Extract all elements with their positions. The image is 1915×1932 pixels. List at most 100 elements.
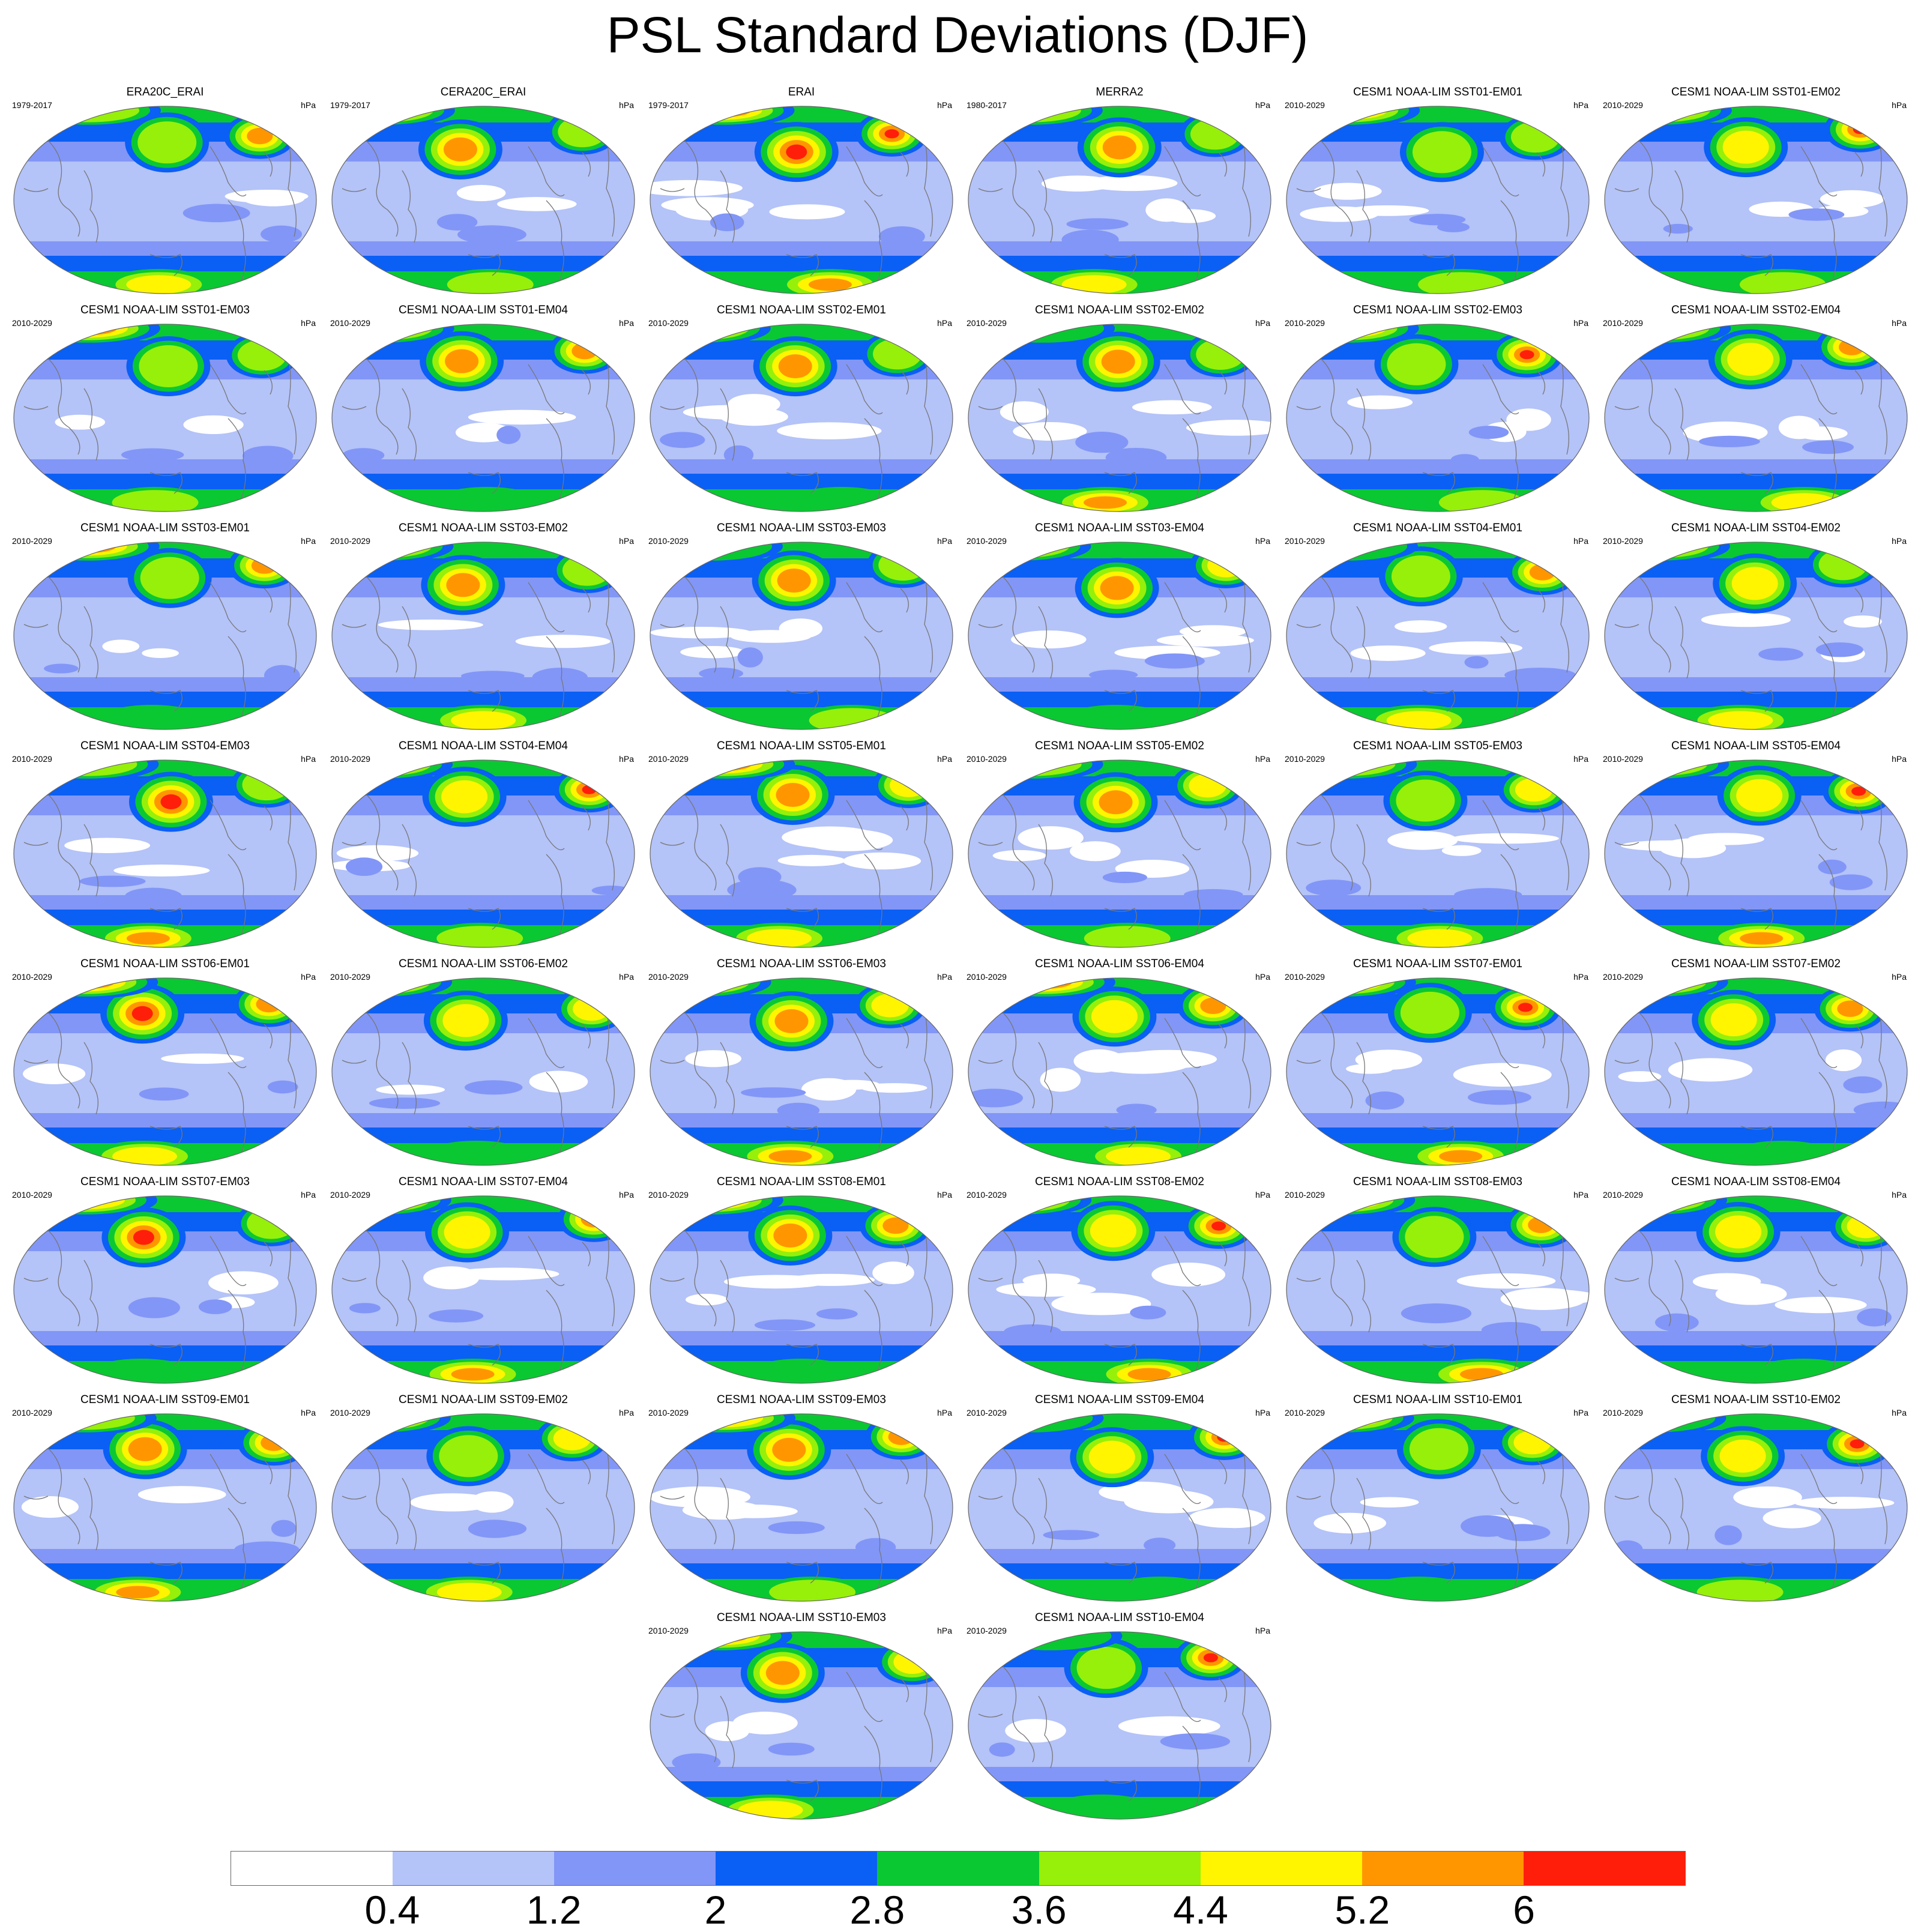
panel-units: hPa <box>1255 318 1270 328</box>
panel-period: 2010-2029 <box>1285 754 1325 764</box>
map-plot <box>1604 977 1908 1166</box>
field-patch-mid <box>1365 1091 1405 1110</box>
map-plot <box>1286 1413 1590 1602</box>
map-panel: CESM1 NOAA-LIM SST08-EM02 2010-2029 hPa <box>961 1176 1279 1387</box>
field-patch-low <box>1163 209 1216 223</box>
southern-ocean-variability-center <box>112 1147 178 1165</box>
panel-units: hPa <box>1892 1190 1907 1200</box>
field-patch-mid <box>457 225 526 244</box>
field-patch-mid <box>121 448 184 462</box>
field-band-north-high <box>332 542 635 558</box>
atlantic-variability-center <box>1837 1000 1863 1017</box>
atlantic-variability-center <box>1847 121 1874 138</box>
field-patch-low <box>801 829 893 851</box>
map-boundary <box>1286 106 1590 294</box>
southern-ocean-variability-center <box>747 929 812 947</box>
map-plot <box>968 1413 1271 1602</box>
panel-units: hPa <box>1892 318 1907 328</box>
colorbar-tick-label: 1.2 <box>526 1888 582 1932</box>
field-patch-mid <box>460 671 525 681</box>
field-patch-low <box>1010 630 1087 649</box>
panel-period: 2010-2029 <box>967 972 1007 982</box>
arctic-variability-band <box>1025 978 1061 986</box>
field-patch-mid <box>342 448 385 463</box>
map-panel: CESM1 NOAA-LIM SST08-EM03 2010-2029 hPa <box>1279 1176 1597 1387</box>
panel-units: hPa <box>1573 318 1588 328</box>
pacific-variability-center <box>1412 131 1471 174</box>
panel-period: 2010-2029 <box>967 1190 1007 1200</box>
field-patch-low <box>1387 831 1458 850</box>
field-patch-mid <box>737 647 763 668</box>
field-patch-low <box>1000 401 1049 423</box>
field-patch-low <box>241 190 305 207</box>
field-patch-low <box>515 635 611 648</box>
map-plot <box>331 542 635 730</box>
panel-title: CESM1 NOAA-LIM SST07-EM04 <box>399 1176 568 1188</box>
southern-ocean-variability-center <box>126 275 192 294</box>
panel-units: hPa <box>937 100 952 110</box>
colorbar-swatch <box>1362 1852 1524 1885</box>
southern-ocean-variability-center <box>738 1801 803 1819</box>
field-patch-low <box>208 1271 279 1294</box>
field-band-north-high <box>1605 1414 1907 1430</box>
field-patch-low <box>1687 833 1764 845</box>
panel-units: hPa <box>1255 1626 1270 1635</box>
pacific-variability-center <box>140 557 199 599</box>
southern-ocean-variability-center <box>1106 1147 1171 1165</box>
field-patch-mid <box>768 1521 825 1535</box>
panel-title: CESM1 NOAA-LIM SST03-EM03 <box>717 522 886 534</box>
panel-units: hPa <box>301 1408 316 1417</box>
field-patch-low <box>786 1273 875 1286</box>
field-patch-mid <box>710 213 744 232</box>
map-plot <box>331 759 635 948</box>
southern-ocean-variability-center <box>126 932 170 945</box>
pacific-variability-center <box>439 1435 498 1478</box>
atlantic-variability-center <box>1841 117 1879 142</box>
map-plot <box>331 106 635 294</box>
panel-title: CESM1 NOAA-LIM SST10-EM01 <box>1353 1393 1522 1406</box>
panel-title: CESM1 NOAA-LIM SST01-EM01 <box>1353 86 1522 98</box>
arctic-variability-band <box>1615 1196 1695 1210</box>
field-patch-mid <box>1464 656 1489 669</box>
field-patch-low <box>661 197 754 213</box>
pacific-variability-center <box>128 1437 162 1461</box>
map-panel: CESM1 NOAA-LIM SST09-EM04 2010-2029 hPa <box>961 1393 1279 1605</box>
field-patch-mid <box>1066 218 1129 230</box>
atlantic-variability-center <box>562 555 612 586</box>
map-plot <box>650 759 953 948</box>
panel-units: hPa <box>937 972 952 982</box>
field-patch-low <box>777 422 882 439</box>
map-plot <box>331 1413 635 1602</box>
panel-title: ERAI <box>788 86 815 98</box>
map-boundary <box>13 106 317 294</box>
panel-units: hPa <box>619 1190 634 1200</box>
map-boundary <box>13 759 317 948</box>
field-patch-mid <box>128 1297 180 1318</box>
field-patch-low <box>1018 826 1084 850</box>
southern-ocean-variability-center <box>451 1368 495 1381</box>
map-boundary <box>331 1195 635 1384</box>
atlantic-variability-center <box>871 993 909 1018</box>
field-band-north-high <box>968 542 1271 558</box>
panel-period: 2010-2029 <box>967 754 1007 764</box>
field-patch-mid <box>242 445 294 466</box>
panel-period: 1979-2017 <box>648 100 689 110</box>
panel-period: 2010-2029 <box>1603 972 1643 982</box>
field-patch-mid <box>349 1303 381 1314</box>
field-patch-low <box>1441 845 1482 856</box>
panel-title: CESM1 NOAA-LIM SST05-EM04 <box>1671 740 1841 752</box>
map-plot <box>13 1195 317 1384</box>
panel-units: hPa <box>1255 972 1270 982</box>
atlantic-variability-center <box>1519 350 1534 360</box>
map-boundary <box>968 1631 1271 1820</box>
map-boundary <box>650 542 953 730</box>
panel-units: hPa <box>619 972 634 982</box>
southern-ocean-variability-center <box>1084 496 1127 509</box>
panel-period: 2010-2029 <box>648 972 689 982</box>
panel-period: 2010-2029 <box>967 318 1007 328</box>
field-band-north-high <box>332 978 635 994</box>
panel-title: CESM1 NOAA-LIM SST03-EM02 <box>399 522 568 534</box>
southern-ocean-variability-center <box>436 1583 502 1601</box>
arctic-variability-band <box>339 1196 419 1210</box>
